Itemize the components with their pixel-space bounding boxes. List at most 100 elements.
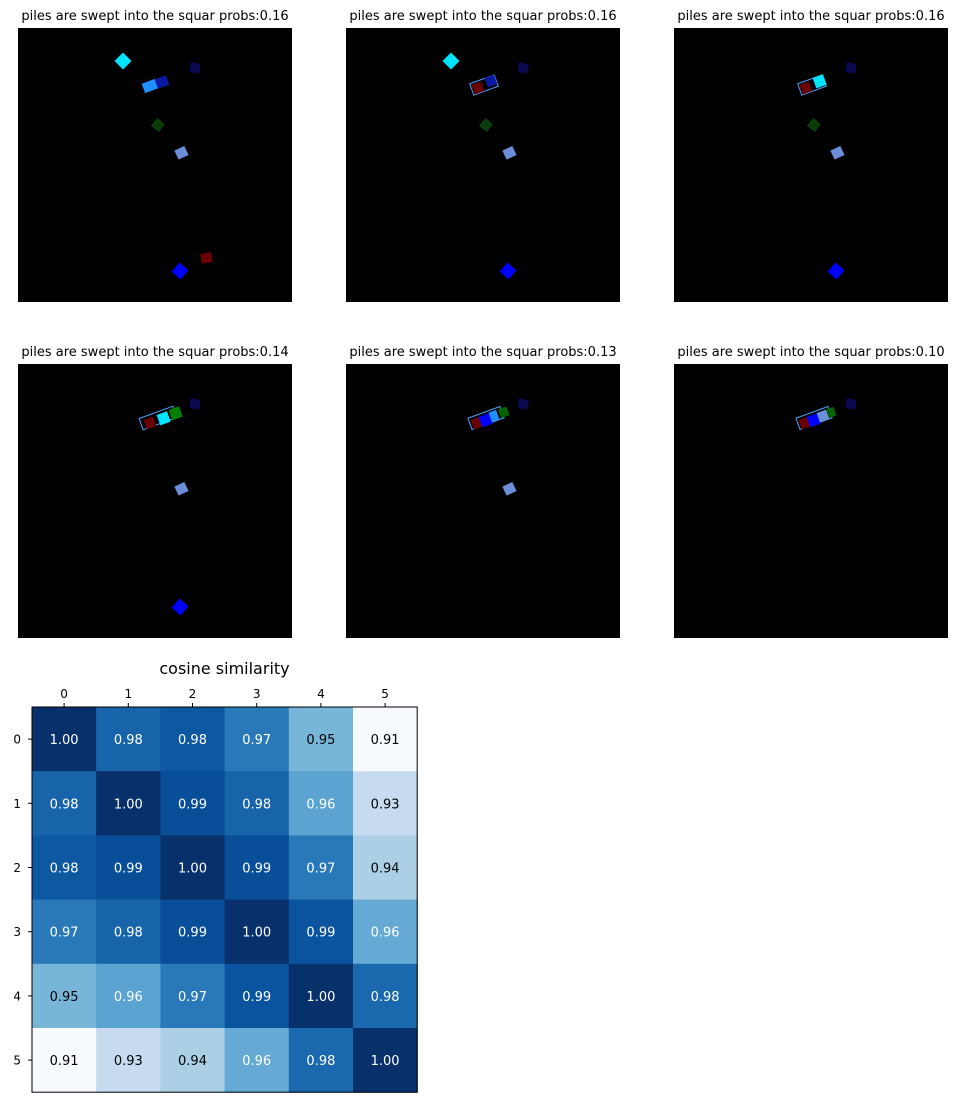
heatmap-cell <box>353 835 418 901</box>
heatmap-cell-label: 0.94 <box>371 862 400 877</box>
heatmap-cell-label: 1.00 <box>50 733 79 748</box>
heatmap-cell-label: 0.98 <box>114 926 143 941</box>
heatmap-cell-label: 0.97 <box>178 990 207 1005</box>
object-green-block <box>497 406 510 419</box>
x-tick-label: 3 <box>253 687 261 701</box>
heatmap-cell <box>160 707 226 772</box>
scene-image-5 <box>674 364 948 638</box>
heatmap-cell <box>96 707 161 772</box>
scene-image-3 <box>18 364 292 638</box>
heatmap-cell-label: 0.96 <box>114 990 143 1005</box>
heatmap-cell-label: 0.93 <box>114 1054 143 1069</box>
x-tick-label: 0 <box>60 687 68 701</box>
scene-objects-0 <box>114 52 213 280</box>
object-lightblue-block <box>816 409 830 423</box>
heatmap-cell <box>96 963 161 1029</box>
object-blue-block <box>171 262 189 280</box>
heatmap-cell-label: 1.00 <box>114 797 143 812</box>
heatmap-cell-label: 0.97 <box>242 733 271 748</box>
heatmap-cell-label: 0.98 <box>178 733 207 748</box>
object-darkred-block <box>799 81 813 95</box>
object-darknavy-block <box>845 398 857 410</box>
panel-title-0: piles are swept into the squar probs:0.1… <box>21 9 289 24</box>
object-cyan-block <box>812 74 827 89</box>
object-darknavy-block <box>189 398 201 410</box>
y-tick-label: 2 <box>13 861 21 875</box>
object-navy-block <box>484 74 498 88</box>
heatmap-cell-label: 0.98 <box>306 1054 335 1069</box>
panel-title-5: piles are swept into the squar probs:0.1… <box>677 345 945 360</box>
heatmap-cell <box>353 1028 418 1093</box>
object-azure-block <box>488 409 500 423</box>
heatmap-cell <box>353 707 418 772</box>
panel-title-1: piles are swept into the squar probs:0.1… <box>349 9 617 24</box>
object-green-block <box>825 406 837 419</box>
heatmap-cell <box>353 899 418 965</box>
scene-objects-4 <box>467 398 529 496</box>
heatmap-cell-label: 0.97 <box>50 926 79 941</box>
heatmap-cell-label: 0.96 <box>371 926 400 941</box>
y-tick-label: 3 <box>13 925 21 939</box>
heatmap-cell-label: 0.95 <box>306 733 335 748</box>
object-darkgreen-block <box>478 117 494 133</box>
heatmap-cell-label: 0.98 <box>371 990 400 1005</box>
heatmap-cell <box>32 1028 97 1093</box>
x-tick-label: 2 <box>189 687 197 701</box>
scene-objects-1 <box>442 52 529 280</box>
heatmap-cell <box>288 1028 354 1093</box>
heatmap-cell-label: 0.99 <box>178 926 207 941</box>
heatmap-cell <box>288 963 354 1029</box>
heatmap-cell-label: 0.98 <box>50 797 79 812</box>
x-tick-label: 1 <box>124 687 132 701</box>
object-blue-block <box>478 413 493 428</box>
heatmap-cell-label: 0.98 <box>50 862 79 877</box>
heatmap-cell-label: 1.00 <box>371 1054 400 1069</box>
object-darkred-block <box>471 81 485 95</box>
panel-title-2: piles are swept into the squar probs:0.1… <box>677 9 945 24</box>
object-blue-block <box>499 262 517 280</box>
object-darknavy-block <box>189 62 201 74</box>
heatmap-cell <box>160 771 226 836</box>
heatmap-frame <box>31 706 418 1093</box>
heatmap-cell-label: 0.91 <box>371 733 400 748</box>
heatmap-cell-label: 0.96 <box>242 1054 271 1069</box>
heatmap-cell <box>32 835 97 901</box>
y-tick-label: 1 <box>13 797 21 811</box>
panel-title-4: piles are swept into the squar probs:0.1… <box>349 345 617 360</box>
object-darkgreen-block <box>806 117 822 133</box>
object-lightblue-block <box>174 145 189 160</box>
heatmap-cell <box>96 771 161 836</box>
heatmap-cell <box>32 899 97 965</box>
scene-objects-2 <box>797 62 857 280</box>
heatmap-cell-label: 0.99 <box>178 797 207 812</box>
object-darknavy-block <box>845 62 857 74</box>
heatmap-cell-label: 0.97 <box>306 862 335 877</box>
scene-objects-3 <box>138 398 201 616</box>
heatmap-cell <box>288 899 354 965</box>
object-lightblue-block <box>174 481 189 496</box>
heatmap-cell-label: 0.98 <box>242 797 271 812</box>
heatmap-cell <box>224 899 290 965</box>
object-blue-block <box>171 598 189 616</box>
heatmap-cell <box>224 771 290 836</box>
heatmap-cell <box>224 963 290 1029</box>
heatmap-cell <box>288 771 354 836</box>
y-tick-label: 5 <box>13 1054 21 1068</box>
heatmap-cell <box>288 707 354 772</box>
heatmap-cell-label: 0.93 <box>371 797 400 812</box>
heatmap-cell <box>160 835 226 901</box>
heatmap-cell-label: 0.95 <box>50 990 79 1005</box>
heatmap-cell <box>32 963 97 1029</box>
object-darknavy-block <box>517 398 529 410</box>
heatmap-cell-label: 1.00 <box>178 862 207 877</box>
heatmap-cell <box>32 771 97 836</box>
scene-image-4 <box>346 364 620 638</box>
heatmap-cell-label: 0.96 <box>306 797 335 812</box>
heatmap-cell <box>160 963 226 1029</box>
heatmap-cell <box>96 835 161 901</box>
object-lightblue-block <box>830 145 845 160</box>
heatmap-cell <box>353 963 418 1029</box>
object-darknavy-block <box>517 62 529 74</box>
heatmap-title: cosine similarity <box>159 659 290 678</box>
